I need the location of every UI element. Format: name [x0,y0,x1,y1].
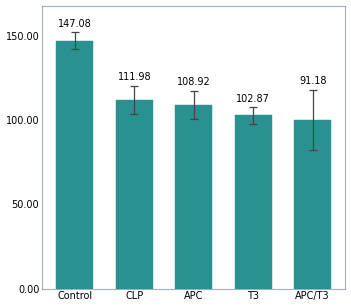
Bar [294,120,331,289]
Text: 91.18: 91.18 [299,76,326,86]
Text: 108.92: 108.92 [177,77,211,87]
Bar [175,105,212,289]
Bar [116,100,153,289]
Text: 147.08: 147.08 [58,19,92,29]
Bar [235,115,272,289]
Bar [57,41,93,289]
Text: 111.98: 111.98 [118,72,151,82]
Text: 102.87: 102.87 [236,94,270,103]
